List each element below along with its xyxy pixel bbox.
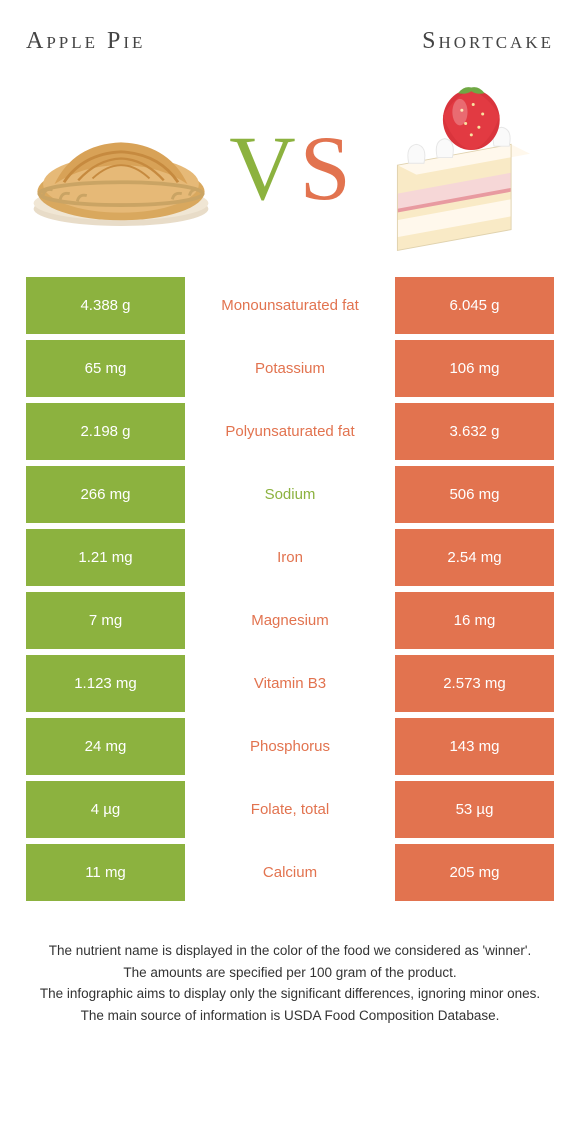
right-value: 2.573 mg: [395, 655, 554, 712]
footer-line: The infographic aims to display only the…: [30, 984, 550, 1004]
right-value: 3.632 g: [395, 403, 554, 460]
left-value: 1.21 mg: [26, 529, 185, 586]
right-value: 205 mg: [395, 844, 554, 901]
nutrient-label: Monounsaturated fat: [185, 277, 395, 334]
left-value: 1.123 mg: [26, 655, 185, 712]
table-row: 4 µgFolate, total53 µg: [26, 781, 554, 838]
left-value: 11 mg: [26, 844, 185, 901]
nutrient-label: Sodium: [185, 466, 395, 523]
nutrient-label: Iron: [185, 529, 395, 586]
nutrient-label: Folate, total: [185, 781, 395, 838]
nutrient-label: Phosphorus: [185, 718, 395, 775]
nutrient-label: Magnesium: [185, 592, 395, 649]
apple-pie-icon: [26, 78, 216, 258]
table-row: 65 mgPotassium106 mg: [26, 340, 554, 397]
hero-row: VS: [26, 73, 554, 263]
table-row: 11 mgCalcium205 mg: [26, 844, 554, 901]
right-value: 143 mg: [395, 718, 554, 775]
left-value: 7 mg: [26, 592, 185, 649]
table-row: 266 mgSodium506 mg: [26, 466, 554, 523]
title-left: Apple Pie: [26, 28, 145, 55]
right-value: 2.54 mg: [395, 529, 554, 586]
left-value: 24 mg: [26, 718, 185, 775]
table-row: 1.21 mgIron2.54 mg: [26, 529, 554, 586]
left-value: 4.388 g: [26, 277, 185, 334]
right-value: 106 mg: [395, 340, 554, 397]
comparison-table: 4.388 gMonounsaturated fat6.045 g 65 mgPo…: [26, 277, 554, 901]
titles-row: Apple Pie Shortcake: [26, 28, 554, 55]
right-value: 6.045 g: [395, 277, 554, 334]
footer-line: The nutrient name is displayed in the co…: [30, 941, 550, 961]
nutrient-label: Vitamin B3: [185, 655, 395, 712]
left-value: 65 mg: [26, 340, 185, 397]
left-value: 266 mg: [26, 466, 185, 523]
right-value: 16 mg: [395, 592, 554, 649]
footer-line: The main source of information is USDA F…: [30, 1006, 550, 1026]
table-row: 1.123 mgVitamin B32.573 mg: [26, 655, 554, 712]
footer-line: The amounts are specified per 100 gram o…: [30, 963, 550, 983]
right-value: 506 mg: [395, 466, 554, 523]
title-right: Shortcake: [422, 28, 554, 55]
shortcake-icon: [364, 78, 554, 258]
table-row: 7 mgMagnesium16 mg: [26, 592, 554, 649]
vs-s: S: [300, 122, 351, 214]
vs-label: VS: [229, 122, 351, 214]
table-row: 2.198 gPolyunsaturated fat3.632 g: [26, 403, 554, 460]
right-value: 53 µg: [395, 781, 554, 838]
left-value: 4 µg: [26, 781, 185, 838]
nutrient-label: Calcium: [185, 844, 395, 901]
left-value: 2.198 g: [26, 403, 185, 460]
table-row: 24 mgPhosphorus143 mg: [26, 718, 554, 775]
table-row: 4.388 gMonounsaturated fat6.045 g: [26, 277, 554, 334]
nutrient-label: Potassium: [185, 340, 395, 397]
footer-notes: The nutrient name is displayed in the co…: [26, 941, 554, 1027]
nutrient-label: Polyunsaturated fat: [185, 403, 395, 460]
vs-v: V: [229, 122, 295, 214]
